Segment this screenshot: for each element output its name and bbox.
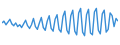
line bbox=[2, 8, 118, 35]
plot bbox=[0, 0, 120, 45]
chart bbox=[0, 0, 120, 45]
series bbox=[2, 8, 118, 35]
